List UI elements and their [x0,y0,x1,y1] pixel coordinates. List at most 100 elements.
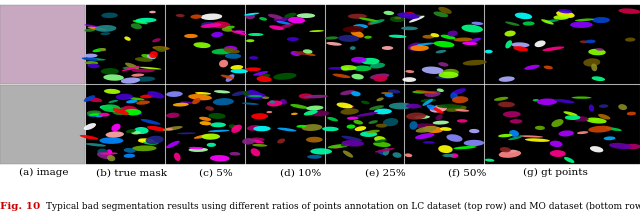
Ellipse shape [575,18,594,21]
Ellipse shape [537,98,557,105]
Ellipse shape [273,17,288,22]
Ellipse shape [359,18,378,22]
Ellipse shape [297,13,315,18]
Ellipse shape [509,130,519,137]
Ellipse shape [436,50,446,53]
Ellipse shape [88,113,99,116]
Ellipse shape [373,75,387,82]
Ellipse shape [470,38,481,42]
Ellipse shape [246,39,255,42]
Ellipse shape [423,126,443,133]
Ellipse shape [338,35,359,42]
Ellipse shape [108,100,118,103]
Ellipse shape [347,124,355,129]
Ellipse shape [392,152,401,158]
Ellipse shape [434,41,454,48]
Text: (a) image: (a) image [19,168,68,177]
Ellipse shape [412,91,428,94]
Ellipse shape [213,98,234,105]
Ellipse shape [367,130,380,133]
Ellipse shape [442,154,454,157]
Ellipse shape [351,30,364,38]
Ellipse shape [163,126,182,131]
Ellipse shape [230,65,243,70]
Ellipse shape [360,131,377,137]
Ellipse shape [625,144,640,149]
Ellipse shape [436,88,444,92]
Ellipse shape [211,32,223,37]
Ellipse shape [347,117,358,120]
Ellipse shape [273,73,296,80]
Ellipse shape [598,114,611,120]
Ellipse shape [232,91,246,96]
Ellipse shape [559,9,572,13]
Ellipse shape [591,119,598,121]
Ellipse shape [124,154,135,158]
Bar [246,5,325,84]
Ellipse shape [457,119,467,123]
Ellipse shape [341,67,349,71]
Ellipse shape [337,103,353,108]
Ellipse shape [404,153,412,157]
Ellipse shape [583,58,600,67]
Ellipse shape [304,110,318,115]
Bar [86,5,165,84]
Bar [405,5,484,84]
Ellipse shape [141,119,161,125]
Ellipse shape [383,11,394,15]
Ellipse shape [101,12,118,18]
Ellipse shape [269,25,284,30]
Ellipse shape [599,104,609,108]
Ellipse shape [447,134,463,142]
Ellipse shape [209,113,226,119]
Ellipse shape [499,150,521,158]
Ellipse shape [116,94,133,100]
Ellipse shape [438,72,458,78]
Ellipse shape [580,40,589,43]
Ellipse shape [388,89,401,94]
Bar [326,5,404,84]
Ellipse shape [230,69,248,73]
Ellipse shape [434,108,444,114]
Ellipse shape [374,148,395,152]
Ellipse shape [224,46,237,51]
Ellipse shape [122,66,140,71]
Ellipse shape [390,16,404,22]
Ellipse shape [177,132,196,134]
Ellipse shape [248,95,262,97]
Ellipse shape [122,106,137,112]
Ellipse shape [256,94,263,98]
Ellipse shape [353,24,368,29]
Ellipse shape [304,95,328,98]
Ellipse shape [326,42,342,46]
Ellipse shape [523,21,534,26]
Ellipse shape [194,134,211,139]
Ellipse shape [590,146,604,152]
Ellipse shape [257,76,271,82]
Ellipse shape [383,148,389,156]
Ellipse shape [427,104,437,111]
Ellipse shape [228,124,240,130]
Ellipse shape [200,23,221,28]
Ellipse shape [244,92,266,99]
Ellipse shape [532,99,539,101]
Ellipse shape [242,138,255,145]
Ellipse shape [374,136,386,142]
Ellipse shape [435,76,454,79]
Ellipse shape [351,57,367,63]
Bar [86,85,165,164]
Ellipse shape [82,57,98,61]
Ellipse shape [245,67,261,71]
Ellipse shape [101,68,119,74]
Ellipse shape [443,69,459,76]
Ellipse shape [291,104,308,109]
Text: (c) 5%: (c) 5% [200,168,233,177]
Ellipse shape [288,17,305,23]
Ellipse shape [401,26,418,30]
Ellipse shape [243,91,257,96]
Ellipse shape [193,42,211,48]
Ellipse shape [88,64,100,68]
Ellipse shape [126,100,138,103]
Ellipse shape [191,14,202,19]
Ellipse shape [252,137,265,141]
